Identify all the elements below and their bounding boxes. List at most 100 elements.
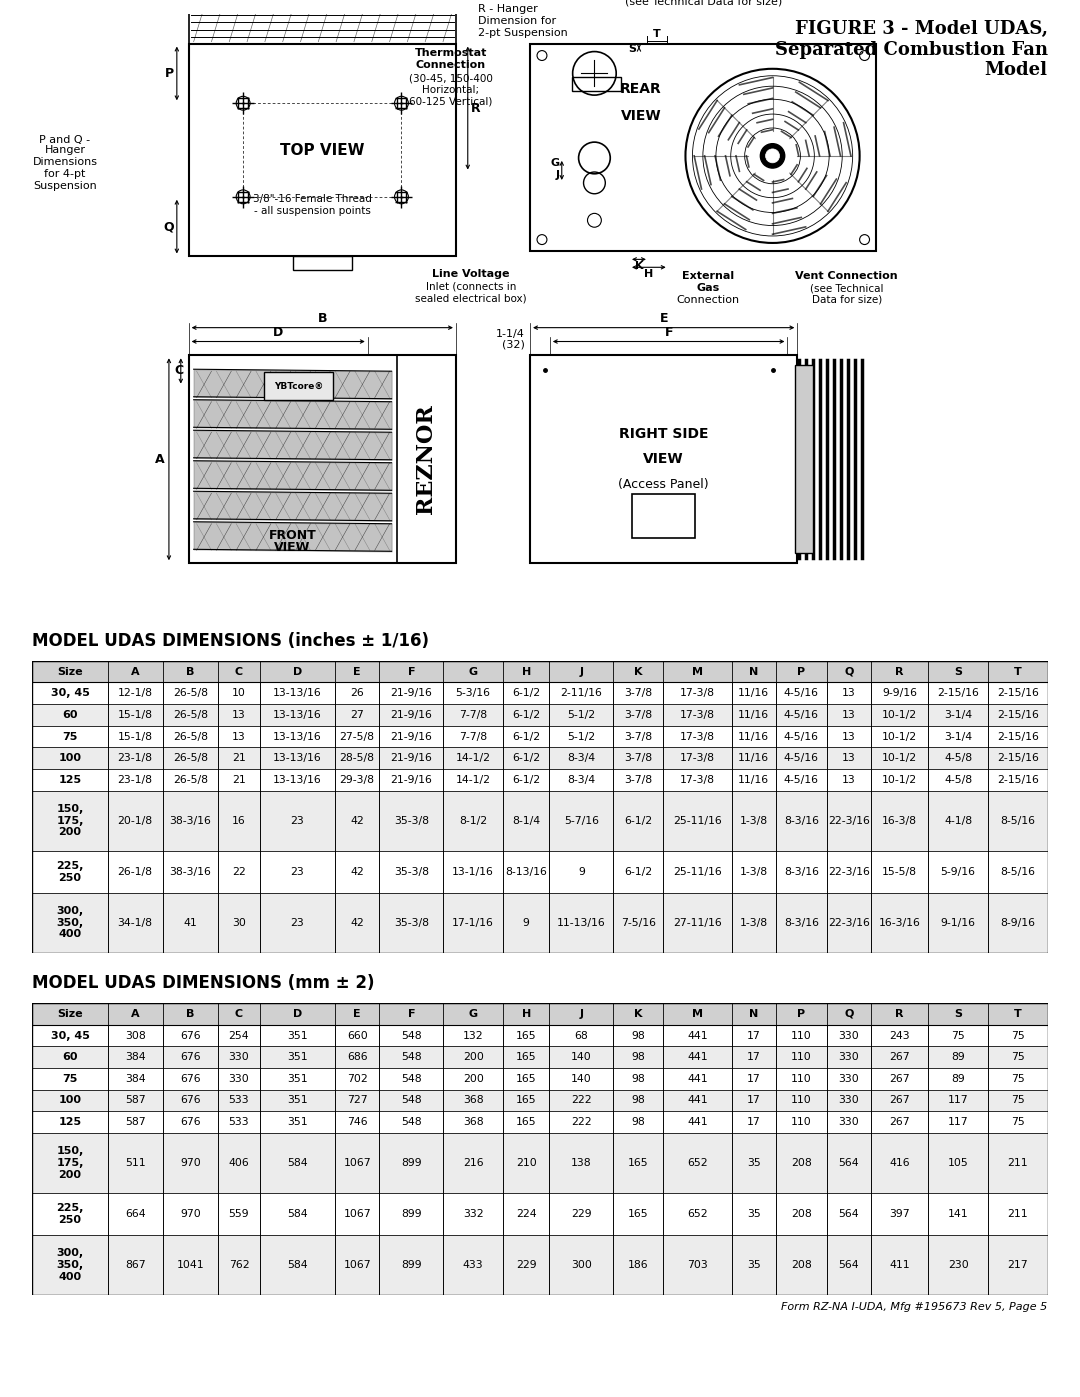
Text: 7-7/8: 7-7/8 xyxy=(459,710,487,719)
Text: 8-5/16: 8-5/16 xyxy=(1000,816,1036,826)
Text: P: P xyxy=(165,67,174,80)
Text: 60-125 Vertical): 60-125 Vertical) xyxy=(409,96,492,108)
Text: G: G xyxy=(469,1009,477,1018)
Text: 533: 533 xyxy=(229,1118,249,1127)
Text: 368: 368 xyxy=(463,1095,484,1105)
Text: 676: 676 xyxy=(180,1031,201,1041)
Text: 30: 30 xyxy=(232,918,246,928)
Text: 200: 200 xyxy=(462,1052,484,1062)
Text: D: D xyxy=(273,326,283,338)
Text: 41: 41 xyxy=(184,918,198,928)
Text: Data for size): Data for size) xyxy=(812,295,882,305)
Text: 2-15/16: 2-15/16 xyxy=(997,732,1039,742)
Text: M: M xyxy=(692,1009,703,1018)
Text: 970: 970 xyxy=(180,1208,201,1220)
Text: 13: 13 xyxy=(842,732,855,742)
Text: 3-1/4: 3-1/4 xyxy=(944,732,972,742)
Text: 42: 42 xyxy=(350,866,364,877)
Text: 165: 165 xyxy=(627,1208,649,1220)
Text: 9: 9 xyxy=(523,918,529,928)
Text: B: B xyxy=(186,1009,194,1018)
Text: 100: 100 xyxy=(58,753,81,763)
Text: 110: 110 xyxy=(791,1118,812,1127)
Text: 26-5/8: 26-5/8 xyxy=(173,775,207,785)
Text: 21: 21 xyxy=(232,775,246,785)
Text: 23: 23 xyxy=(291,866,305,877)
Text: H: H xyxy=(522,1009,530,1018)
Text: 17: 17 xyxy=(747,1052,760,1062)
Text: Q: Q xyxy=(163,221,174,233)
Text: 411: 411 xyxy=(889,1260,909,1270)
Text: (see Technical: (see Technical xyxy=(810,284,883,293)
Text: Connection: Connection xyxy=(416,60,486,70)
Text: 384: 384 xyxy=(125,1052,146,1062)
Text: N: N xyxy=(750,1009,758,1018)
Text: YBTcore®: YBTcore® xyxy=(274,381,323,391)
Text: 60: 60 xyxy=(63,1052,78,1062)
Circle shape xyxy=(766,149,780,163)
Text: S: S xyxy=(954,666,962,676)
Text: 441: 441 xyxy=(687,1052,707,1062)
Text: 351: 351 xyxy=(287,1052,308,1062)
Text: 5-9/16: 5-9/16 xyxy=(941,866,975,877)
Text: T: T xyxy=(653,29,661,39)
Bar xyxy=(795,365,813,553)
Text: 224: 224 xyxy=(516,1208,537,1220)
Text: Dimensions: Dimensions xyxy=(32,156,97,166)
Text: 4-5/8: 4-5/8 xyxy=(944,775,972,785)
Text: 75: 75 xyxy=(951,1031,966,1041)
Text: H: H xyxy=(645,270,653,279)
Text: 9: 9 xyxy=(578,866,585,877)
Text: 300,
350,
400: 300, 350, 400 xyxy=(56,1249,83,1281)
Text: C: C xyxy=(235,666,243,676)
Text: 416: 416 xyxy=(889,1158,909,1168)
Bar xyxy=(264,372,334,400)
Text: 17: 17 xyxy=(747,1031,760,1041)
Text: 26-1/8: 26-1/8 xyxy=(118,866,152,877)
Text: 26-5/8: 26-5/8 xyxy=(173,710,207,719)
Text: 351: 351 xyxy=(287,1031,308,1041)
Text: R: R xyxy=(471,102,481,115)
Text: G: G xyxy=(551,158,559,168)
Text: (30-45, 150-400: (30-45, 150-400 xyxy=(409,73,492,84)
Bar xyxy=(32,1003,1048,1025)
Text: 15-1/8: 15-1/8 xyxy=(118,710,152,719)
Text: 30, 45: 30, 45 xyxy=(51,1031,90,1041)
Text: 13-13/16: 13-13/16 xyxy=(273,732,322,742)
Bar xyxy=(189,43,456,257)
Text: A: A xyxy=(131,1009,139,1018)
Text: 17-3/8: 17-3/8 xyxy=(680,753,715,763)
Text: 1-3/8: 1-3/8 xyxy=(740,866,768,877)
Text: 2-15/16: 2-15/16 xyxy=(997,689,1039,698)
Text: 384: 384 xyxy=(125,1074,146,1084)
Text: 676: 676 xyxy=(180,1118,201,1127)
Text: 7-5/16: 7-5/16 xyxy=(621,918,656,928)
Text: Dimension for: Dimension for xyxy=(477,15,556,27)
Text: 441: 441 xyxy=(687,1095,707,1105)
Text: MODEL UDAS DIMENSIONS (inches ± 1/16): MODEL UDAS DIMENSIONS (inches ± 1/16) xyxy=(32,631,430,650)
Text: 4-5/16: 4-5/16 xyxy=(784,732,819,742)
Text: 60: 60 xyxy=(63,710,78,719)
Text: Line Voltage: Line Voltage xyxy=(432,270,510,279)
Text: 17-3/8: 17-3/8 xyxy=(680,775,715,785)
Text: 584: 584 xyxy=(287,1260,308,1270)
Text: for 4-pt: for 4-pt xyxy=(44,169,85,179)
Text: 3-7/8: 3-7/8 xyxy=(624,775,652,785)
Text: 6-1/2: 6-1/2 xyxy=(624,866,652,877)
Text: 351: 351 xyxy=(287,1074,308,1084)
Text: 68: 68 xyxy=(575,1031,589,1041)
Bar xyxy=(32,1025,1048,1046)
Text: 330: 330 xyxy=(838,1095,859,1105)
Text: 75: 75 xyxy=(1011,1095,1025,1105)
Text: 564: 564 xyxy=(838,1208,859,1220)
Text: 38-3/16: 38-3/16 xyxy=(170,866,212,877)
Text: 11/16: 11/16 xyxy=(739,689,769,698)
Text: 4-5/16: 4-5/16 xyxy=(784,775,819,785)
Text: Vent Connection: Vent Connection xyxy=(796,271,899,281)
Text: 16: 16 xyxy=(232,816,246,826)
Text: 6-1/2: 6-1/2 xyxy=(512,753,540,763)
Text: 16-3/16: 16-3/16 xyxy=(879,918,920,928)
Text: 230: 230 xyxy=(948,1260,969,1270)
Text: (Access Panel): (Access Panel) xyxy=(619,478,708,490)
Text: 1-3/8: 1-3/8 xyxy=(740,816,768,826)
